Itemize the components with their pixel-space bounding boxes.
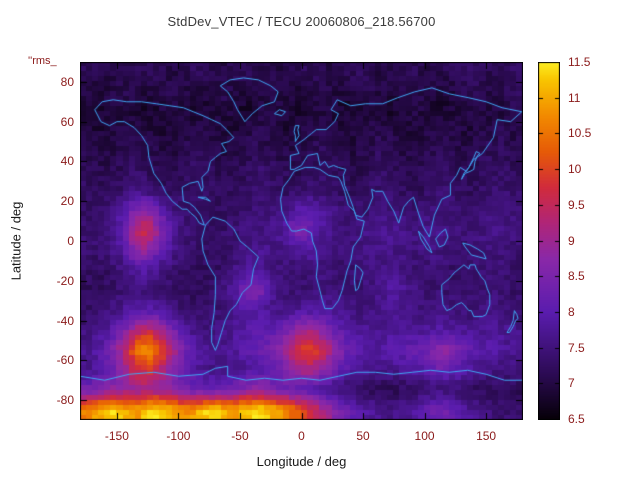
x-tick-label: -100 xyxy=(166,429,191,443)
colorbar-tick-label: 10 xyxy=(568,162,582,177)
key-label: ''rms_ xyxy=(28,55,57,67)
x-tick-label: -150 xyxy=(104,429,129,443)
y-tick-label: 60 xyxy=(60,114,74,129)
x-tick-label: 150 xyxy=(476,429,497,443)
colorbar-tick-label: 8 xyxy=(568,304,575,319)
colorbar-tick-label: 11.5 xyxy=(568,55,591,69)
y-tick-label: -80 xyxy=(56,393,74,408)
x-axis-title: Longitude / deg xyxy=(256,454,347,469)
colorbar-tick-label: 7.5 xyxy=(568,340,585,355)
heatmap-canvas xyxy=(80,62,523,420)
y-tick-label: -60 xyxy=(56,353,74,368)
colorbar-tick-label: 9 xyxy=(568,233,575,248)
colorbar-tick-label: 8.5 xyxy=(568,269,585,284)
colorbar-canvas xyxy=(538,62,560,420)
y-tick-label: 40 xyxy=(60,154,74,169)
y-axis-title: Latitude / deg xyxy=(8,201,24,281)
colorbar-tick-label: 7 xyxy=(568,376,575,391)
y-tick-label: 0 xyxy=(67,234,74,248)
x-tick-label: 50 xyxy=(356,429,370,443)
y-tick-label: 80 xyxy=(60,74,74,89)
colorbar-tick-label: 10.5 xyxy=(568,126,592,141)
plot-title: StdDev_VTEC / TECU 20060806_218.56700 xyxy=(167,14,436,29)
x-tick-label: 100 xyxy=(414,429,435,443)
x-tick-label: -50 xyxy=(231,429,249,443)
colorbar-tick-label: 6.5 xyxy=(568,412,585,426)
x-tick-label: 0 xyxy=(298,429,305,443)
y-tick-label: -20 xyxy=(56,273,74,288)
colorbar-tick-label: 11 xyxy=(568,90,581,105)
colorbar-tick-label: 9.5 xyxy=(568,197,585,212)
y-tick-label: 20 xyxy=(60,194,74,209)
y-tick-label: -40 xyxy=(56,313,74,328)
